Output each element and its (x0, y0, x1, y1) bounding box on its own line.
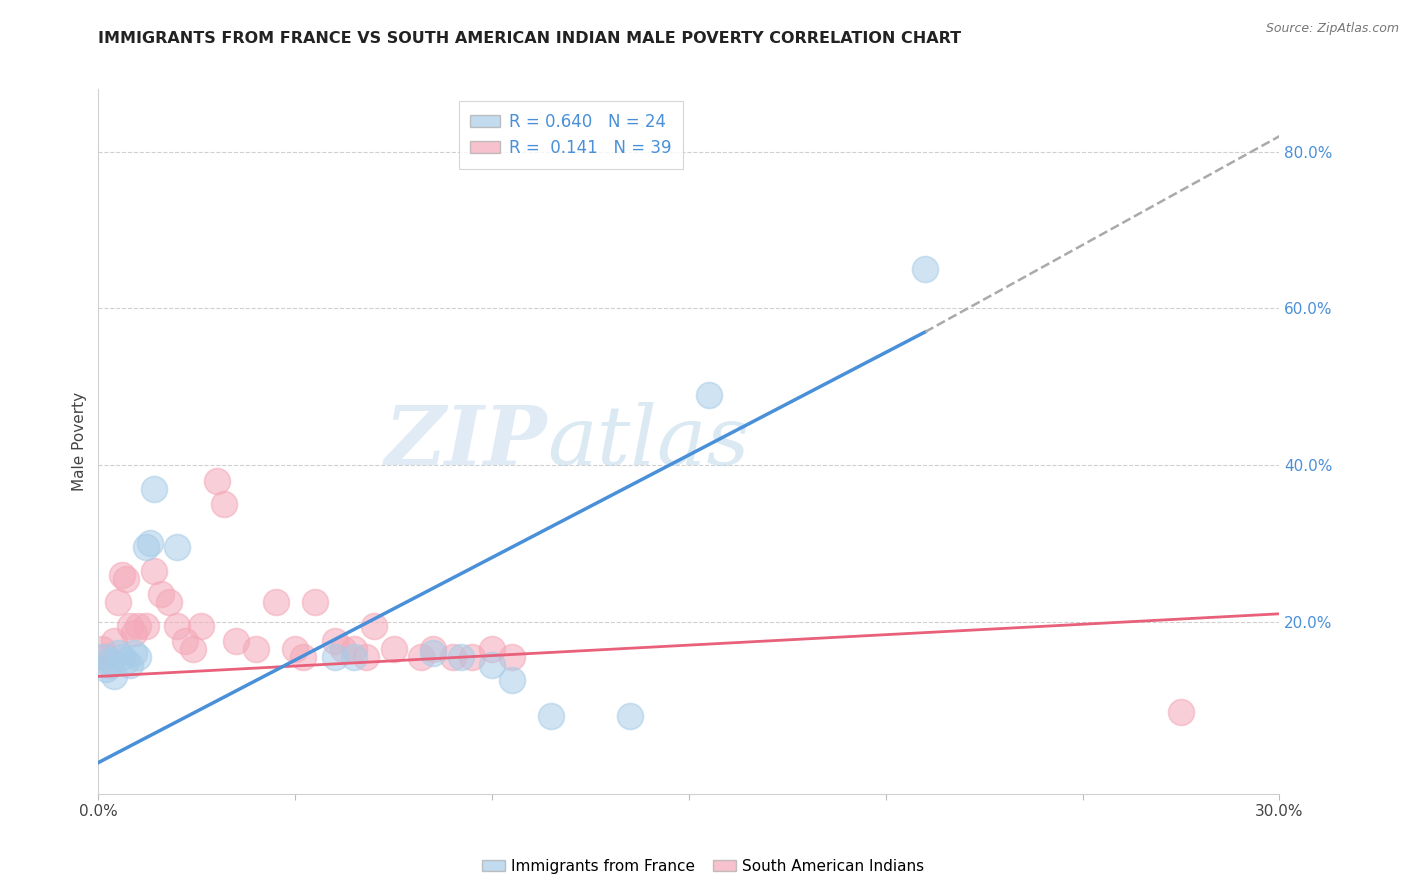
Point (138, 536, 160, 550)
Point (481, 642, 503, 657)
Point (135, 618, 157, 632)
Point (284, 642, 307, 657)
Point (98, 654, 121, 668)
Point (1170, 705, 1192, 719)
Point (323, 634, 346, 648)
Point (150, 587, 173, 601)
Point (225, 634, 247, 648)
Point (96, 649, 118, 664)
Point (115, 572, 138, 586)
Point (135, 540, 157, 554)
Point (323, 649, 346, 664)
Point (157, 595, 180, 609)
Point (481, 657, 503, 672)
Point (214, 497, 236, 511)
Point (98, 657, 121, 672)
Legend: R = 0.640   N = 24, R =  0.141   N = 39: R = 0.640 N = 24, R = 0.141 N = 39 (458, 101, 683, 169)
Point (107, 646, 129, 660)
Point (166, 618, 188, 632)
Point (343, 649, 366, 664)
Point (174, 634, 197, 648)
Point (91, 642, 114, 657)
Point (619, 708, 641, 723)
Point (363, 618, 385, 632)
Point (292, 649, 315, 664)
Point (441, 649, 464, 664)
Point (142, 482, 165, 496)
Point (245, 642, 267, 657)
Point (107, 595, 129, 609)
Text: IMMIGRANTS FROM FRANCE VS SOUTH AMERICAN INDIAN MALE POVERTY CORRELATION CHART: IMMIGRANTS FROM FRANCE VS SOUTH AMERICAN… (98, 31, 962, 46)
Point (103, 669, 125, 683)
Point (501, 673, 523, 688)
Point (264, 595, 287, 609)
Y-axis label: Male Poverty: Male Poverty (72, 392, 87, 491)
Point (205, 474, 228, 488)
Point (422, 646, 444, 660)
Point (96, 662, 118, 676)
Point (382, 642, 405, 657)
Legend: Immigrants from France, South American Indians: Immigrants from France, South American I… (475, 853, 931, 880)
Point (118, 657, 141, 672)
Point (540, 708, 562, 723)
Point (914, 262, 936, 277)
Point (111, 567, 134, 582)
Point (118, 618, 141, 632)
Point (115, 654, 138, 668)
Point (91, 649, 114, 664)
Point (422, 642, 444, 657)
Point (411, 649, 433, 664)
Point (304, 595, 326, 609)
Point (450, 649, 472, 664)
Point (127, 649, 149, 664)
Point (122, 626, 145, 640)
Point (142, 564, 165, 578)
Point (332, 642, 354, 657)
Text: Source: ZipAtlas.com: Source: ZipAtlas.com (1265, 22, 1399, 36)
Text: atlas: atlas (547, 401, 749, 482)
Point (166, 540, 188, 554)
Point (697, 387, 720, 401)
Point (111, 649, 134, 664)
Point (354, 649, 377, 664)
Point (127, 618, 149, 632)
Point (501, 649, 523, 664)
Point (103, 634, 125, 648)
Point (181, 642, 204, 657)
Point (461, 649, 484, 664)
Point (190, 618, 212, 632)
Text: ZIP: ZIP (385, 401, 547, 482)
Point (343, 642, 366, 657)
Point (122, 646, 145, 660)
